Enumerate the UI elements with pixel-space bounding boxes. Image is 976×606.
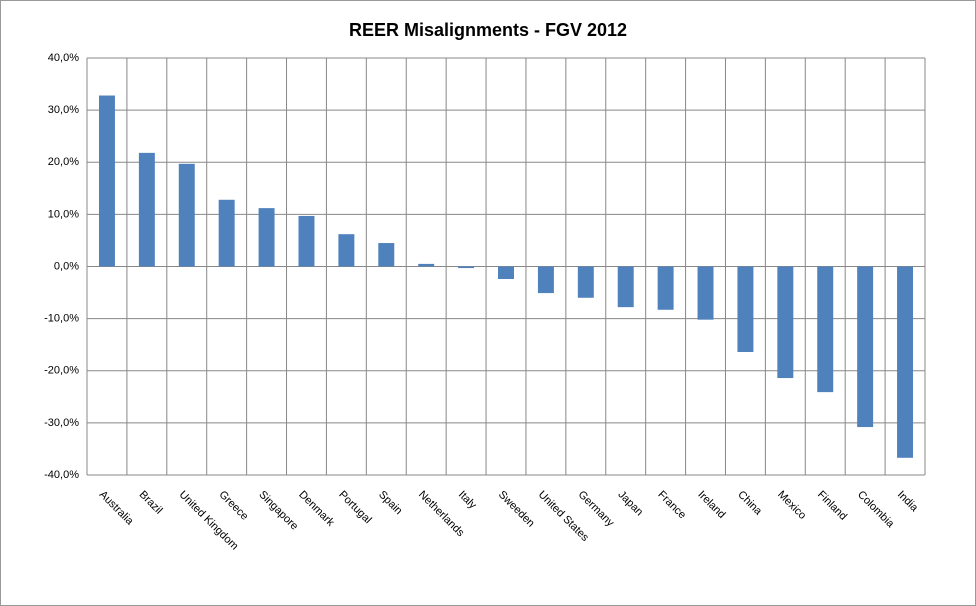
bar — [777, 266, 794, 379]
bar — [178, 163, 195, 267]
bar — [577, 266, 594, 298]
y-tick-label: 10,0% — [48, 208, 79, 220]
y-tick-label: 20,0% — [48, 156, 79, 168]
bar — [537, 266, 554, 294]
bar — [857, 266, 874, 428]
bar — [897, 266, 914, 458]
y-tick-label: -20,0% — [44, 365, 79, 377]
y-tick-label: 30,0% — [48, 104, 79, 116]
bar — [218, 199, 235, 267]
bar — [737, 266, 754, 352]
bar — [98, 95, 115, 267]
y-tick-label: 40,0% — [48, 52, 79, 64]
bar — [817, 266, 834, 393]
bar — [258, 208, 275, 267]
y-tick-label: -30,0% — [44, 417, 79, 429]
bar — [458, 266, 475, 269]
bar — [138, 152, 155, 267]
bar — [697, 266, 714, 320]
bar — [418, 263, 435, 267]
bar — [498, 266, 514, 280]
y-tick-label: 0,0% — [54, 260, 79, 272]
bar — [298, 215, 315, 267]
chart-title: REER Misalignments - FGV 2012 — [349, 20, 627, 40]
bar — [657, 266, 674, 310]
y-tick-label: -40,0% — [44, 469, 79, 481]
y-tick-label: -10,0% — [44, 313, 79, 325]
bar — [338, 234, 355, 267]
bar — [378, 243, 395, 267]
bar — [617, 266, 634, 308]
